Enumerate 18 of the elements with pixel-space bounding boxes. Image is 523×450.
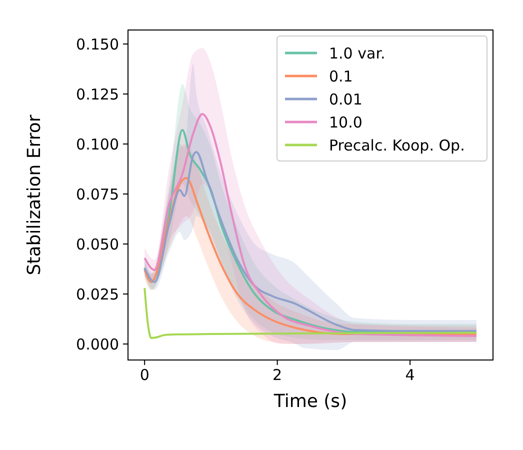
y-tick-label: 0.150	[76, 35, 119, 54]
y-tick-label: 0.050	[76, 235, 119, 254]
y-tick-label: 0.000	[76, 335, 119, 354]
legend-label: 10.0	[329, 113, 362, 132]
line-series	[144, 287, 478, 339]
x-tick-label: 0	[140, 366, 150, 384]
y-tick-label: 0.125	[76, 85, 119, 104]
legend-label: 0.01	[329, 90, 362, 108]
y-tick-label: 0.100	[76, 135, 119, 154]
x-tick-label: 2	[272, 366, 282, 384]
y-axis-title: Stabilization Error	[24, 114, 45, 276]
legend-label: 0.1	[329, 67, 353, 86]
y-tick-label: 0.025	[76, 285, 119, 304]
x-tick-label: 4	[405, 366, 415, 384]
legend-label: 1.0 var.	[329, 44, 386, 62]
x-axis-title: Time (s)	[272, 391, 348, 412]
y-tick-label: 0.075	[76, 185, 119, 204]
legend-label: Precalc. Koop. Op.	[329, 136, 465, 154]
